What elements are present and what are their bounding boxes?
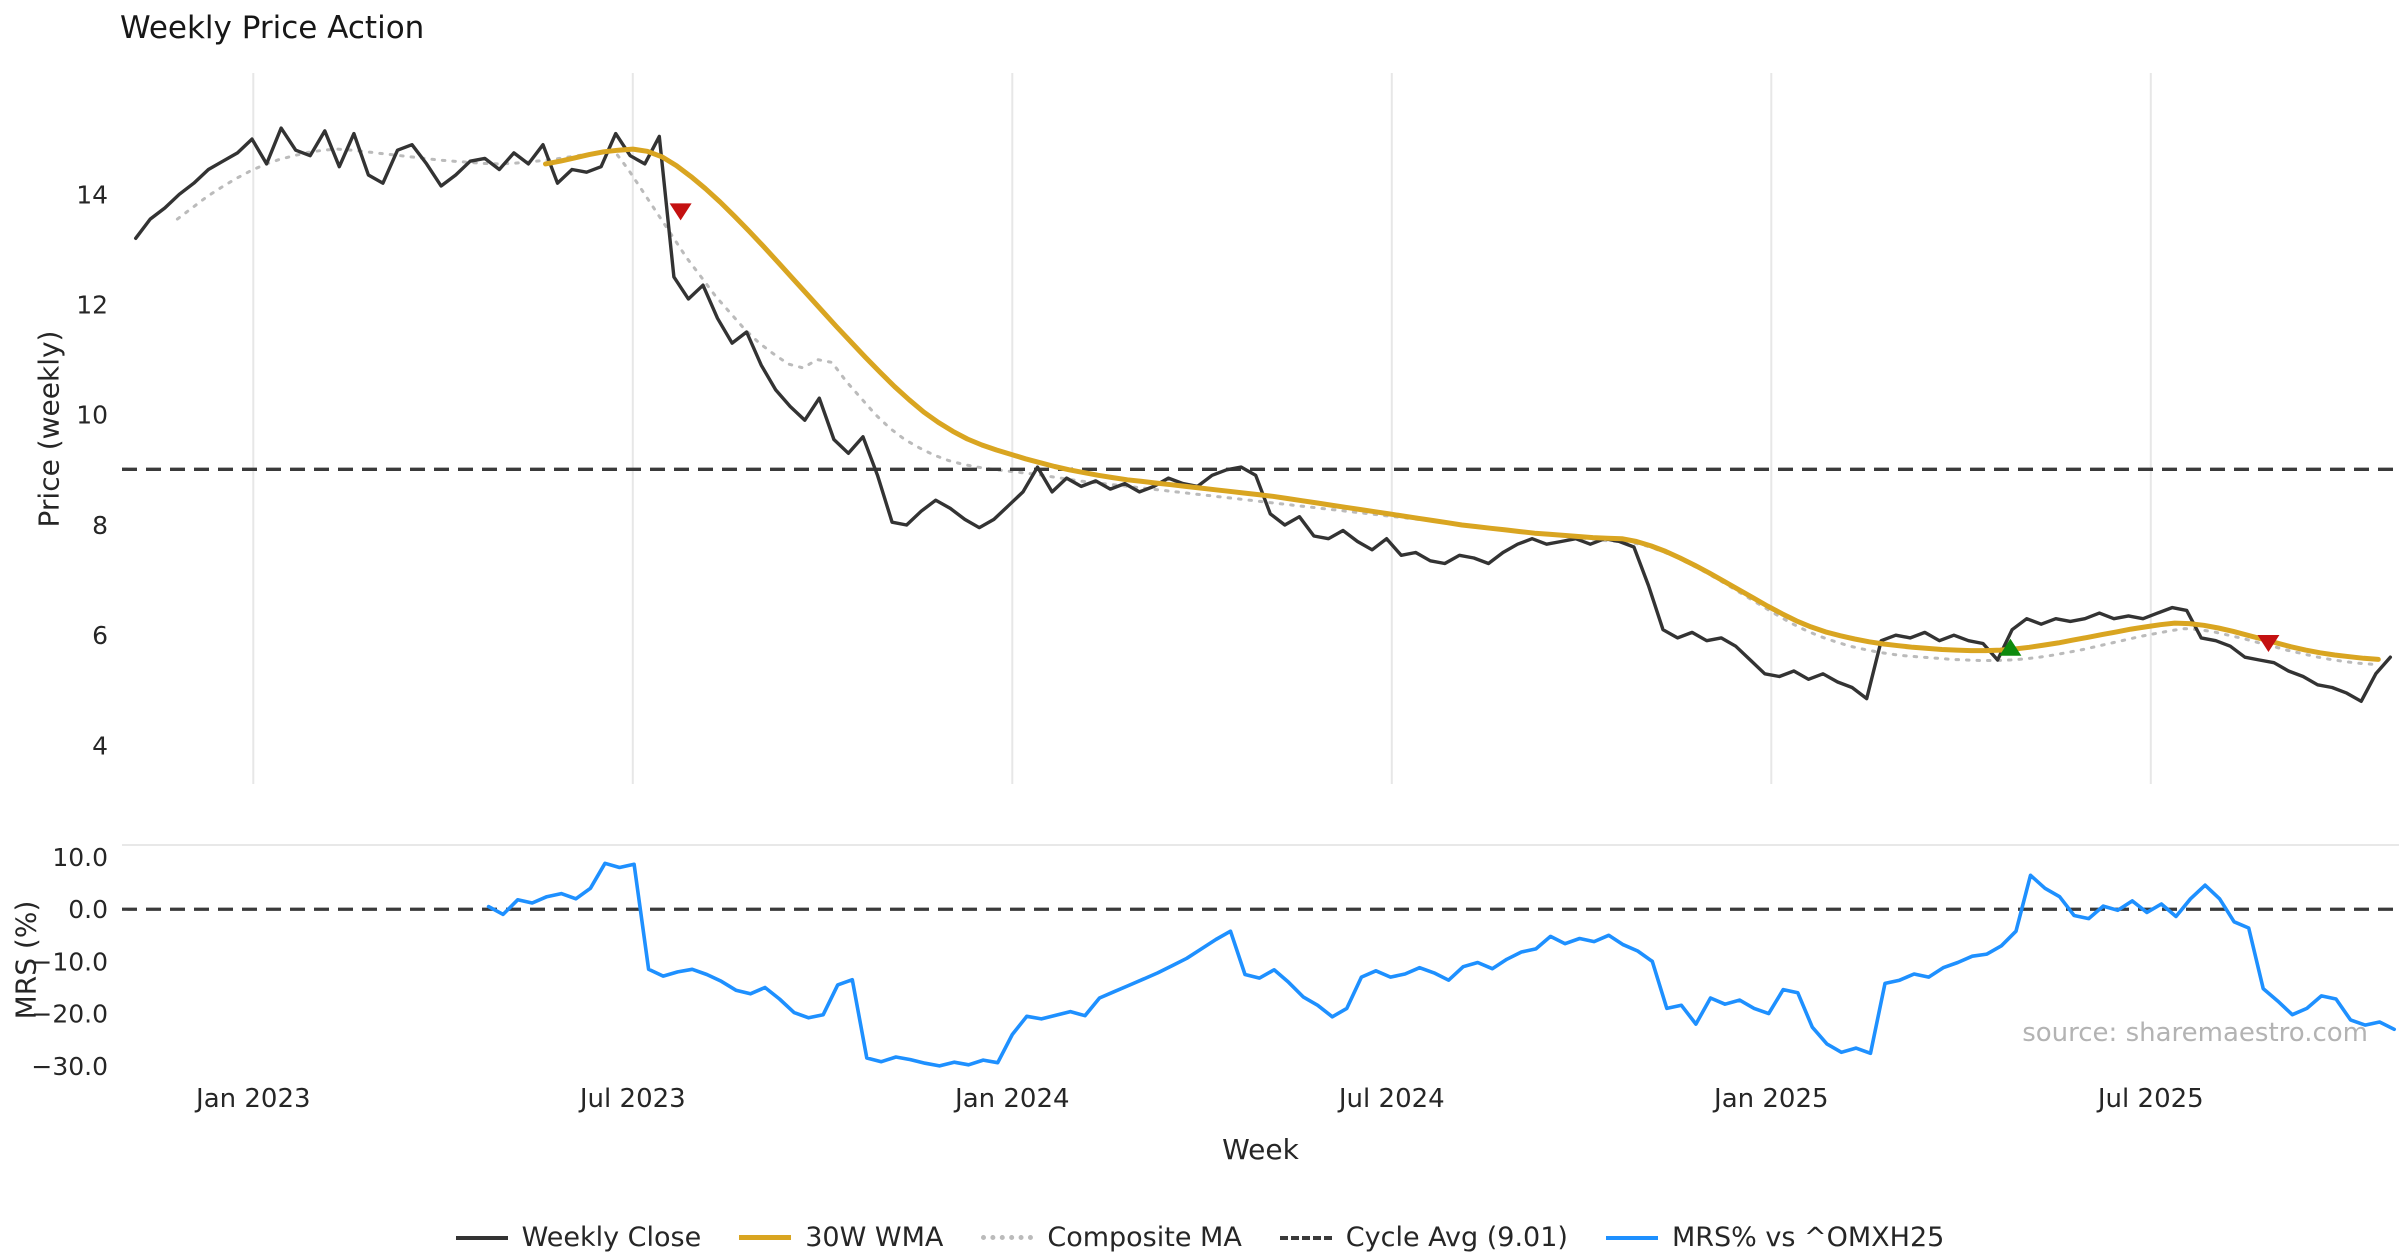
legend-swatch-icon — [1605, 1235, 1658, 1240]
legend-swatch-icon — [1279, 1235, 1332, 1240]
legend-label: Weekly Close — [521, 1222, 702, 1253]
legend-item-composite-ma: Composite MA — [981, 1222, 1242, 1253]
x-tick-label: Jan 2025 — [1712, 1084, 1829, 1114]
price-ytick-label: 10 — [76, 401, 108, 430]
mrs-ytick-label: −20.0 — [31, 1000, 108, 1029]
x-tick-label: Jan 2024 — [953, 1084, 1070, 1114]
legend-label: Composite MA — [1047, 1222, 1242, 1253]
legend-item-30w-wma: 30W WMA — [739, 1222, 943, 1253]
x-tick-label: Jul 2025 — [2096, 1084, 2204, 1114]
legend-swatch-icon — [981, 1235, 1034, 1240]
price-ytick-label: 8 — [92, 511, 108, 540]
sell-marker-icon — [2257, 634, 2280, 652]
price-axis-label: Price (weekly) — [32, 330, 66, 528]
legend-item-mrs-vs-omxh25: MRS% vs ^OMXH25 — [1605, 1222, 1945, 1253]
series-weekly-close — [133, 126, 2393, 703]
series-30w-wma — [543, 146, 2381, 662]
x-axis-label: Week — [1222, 1133, 1299, 1166]
series-mrs-vs-omxh25 — [486, 861, 2396, 1068]
legend-item-cycle-avg-9-01: Cycle Avg (9.01) — [1279, 1222, 1568, 1253]
mrs-ytick-label: −10.0 — [31, 947, 108, 976]
mrs-ytick-label: 0.0 — [68, 895, 108, 924]
buy-marker-icon — [1999, 638, 2022, 656]
price-ytick-label: 6 — [92, 621, 108, 650]
mrs-ytick-label: 10.0 — [52, 843, 108, 872]
source-note: source: sharemaestro.com — [2022, 1018, 2368, 1048]
mrs-axis-label: MRS (%) — [9, 900, 43, 1020]
price-ytick-label: 14 — [76, 180, 108, 209]
x-tick-label: Jul 2024 — [1337, 1084, 1445, 1114]
legend-swatch-icon — [455, 1235, 508, 1240]
series-composite-ma — [175, 147, 2376, 666]
legend-label: 30W WMA — [805, 1222, 944, 1253]
price-ytick-label: 4 — [92, 731, 108, 760]
price-ytick-label: 12 — [76, 290, 108, 319]
legend-label: MRS% vs ^OMXH25 — [1671, 1222, 1945, 1253]
legend-item-weekly-close: Weekly Close — [455, 1222, 702, 1253]
sell-marker-icon — [669, 203, 692, 221]
legend: Weekly Close 30W WMA Composite MA Cycle Avg… — [0, 1222, 2400, 1253]
chart-title: Weekly Price Action — [120, 10, 425, 46]
legend-label: Cycle Avg (9.01) — [1345, 1222, 1568, 1253]
mrs-ytick-label: −30.0 — [31, 1052, 108, 1081]
x-tick-label: Jul 2023 — [578, 1084, 686, 1114]
x-tick-label: Jan 2023 — [194, 1084, 311, 1114]
legend-swatch-icon — [739, 1235, 792, 1240]
